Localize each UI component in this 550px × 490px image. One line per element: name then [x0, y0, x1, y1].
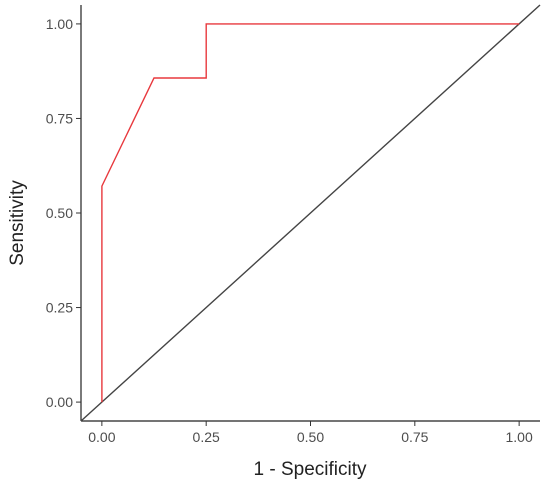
y-tick-label: 0.00: [46, 394, 73, 410]
axes: 0.00 0.25 0.50 0.75 1.00 0.00 0.25 0.50 0.75 1.00: [46, 5, 540, 445]
x-axis-title: 1 - Specificity: [254, 459, 367, 480]
x-tick-label: 0.25: [193, 429, 220, 445]
x-tick-label: 0.50: [297, 429, 324, 445]
y-tick-label: 0.25: [46, 300, 73, 316]
x-tick-label: 1.00: [506, 429, 533, 445]
reference-diagonal-line: [80, 4, 541, 422]
y-tick-label: 0.75: [46, 110, 73, 126]
x-tick-label: 0.75: [401, 429, 428, 445]
x-tick-label: 0.00: [88, 429, 115, 445]
y-axis-title: Sensitivity: [7, 180, 28, 266]
plot-lines: [80, 4, 541, 422]
y-tick-label: 1.00: [46, 16, 73, 32]
y-tick-label: 0.50: [46, 205, 73, 221]
roc-curve-line: [101, 23, 520, 403]
